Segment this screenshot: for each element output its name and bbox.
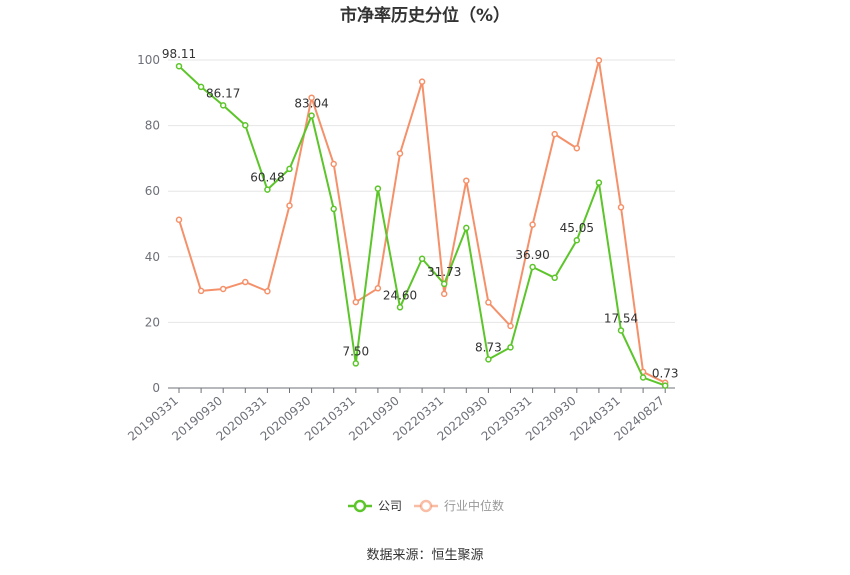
- point-1-20201231: [330, 160, 337, 168]
- point-1-20210930: [396, 150, 404, 157]
- point-1-20200331: [264, 287, 271, 295]
- legend-label-company: 公司: [378, 499, 402, 513]
- point-0-20190331: [175, 62, 183, 70]
- point-1-20190331: [175, 216, 183, 223]
- source-note: 数据来源：恒生聚源: [366, 548, 483, 563]
- point-1-20230930: [573, 144, 581, 152]
- point-1-20220331: [440, 290, 448, 298]
- legend-label-industry: 行业中位数: [444, 498, 504, 513]
- point-0-20221231: [507, 344, 514, 351]
- y-tick-label-80: 80: [145, 119, 160, 133]
- point-1-20230630: [551, 130, 558, 138]
- point-1-20210630: [374, 285, 382, 292]
- data-label-20190331: 98.11: [162, 47, 196, 61]
- point-0-20201231: [330, 205, 337, 213]
- point-0-20200930: [308, 112, 315, 119]
- grid: [168, 59, 675, 389]
- data-label-20240827: 0.73: [652, 367, 679, 381]
- point-0-20210930: [396, 304, 404, 311]
- point-1-20240331: [617, 204, 625, 211]
- point-1-20220930: [485, 299, 492, 306]
- point-0-20200630: [286, 165, 293, 173]
- point-0-20240630: [639, 374, 647, 381]
- data-label-20220331: 31.73: [427, 265, 461, 279]
- point-0-20240331: [617, 327, 625, 334]
- data-label-20200331: 60.48: [250, 171, 284, 185]
- point-1-20190630: [197, 287, 205, 295]
- data-label-20240331: 17.54: [604, 311, 638, 325]
- x-axis: 2019033120190930202003312020093020210331…: [125, 388, 667, 444]
- data-labels: 98.11 86.17 60.48 83.04 7.50 24.60 31.73 8.73 36…: [162, 47, 679, 380]
- legend-marker-company: [353, 499, 367, 513]
- data-label-20220930: 8.73: [475, 340, 502, 354]
- legend-item-company[interactable]: 公司: [348, 499, 402, 513]
- point-0-20231231: [595, 179, 603, 186]
- y-tick-label-100: 100: [137, 53, 160, 67]
- point-1-20231231: [595, 57, 603, 64]
- point-1-20220630: [463, 177, 470, 184]
- data-label-20210930: 24.60: [383, 288, 417, 302]
- point-1-20200930: [308, 94, 315, 101]
- point-0-20220331: [440, 280, 448, 288]
- point-0-20210630: [374, 185, 382, 192]
- point-0-20230930: [573, 236, 581, 244]
- point-0-20211231: [418, 255, 426, 263]
- point-1-20230331: [529, 221, 536, 228]
- data-label-20200930: 83.04: [294, 97, 328, 111]
- point-1-20190930: [219, 285, 227, 293]
- point-0-20220630: [463, 224, 470, 232]
- series-layer: [175, 57, 669, 389]
- legend-marker-industry: [419, 499, 433, 513]
- data-label-20210331: 7.50: [342, 344, 369, 358]
- data-label-20190930: 86.17: [206, 86, 240, 100]
- point-1-20210331: [352, 298, 360, 306]
- point-0-20230630: [551, 274, 558, 282]
- legend: 公司 行业中位数: [348, 498, 504, 513]
- point-1-20200630: [286, 202, 293, 209]
- point-0-20230331: [529, 263, 536, 271]
- point-0-20240827: [661, 382, 669, 389]
- data-label-20230930: 45.05: [560, 221, 594, 235]
- point-1-20211231: [418, 78, 426, 85]
- point-0-20210331: [352, 360, 360, 367]
- chart-title: 市净率历史分位（%）: [340, 5, 510, 26]
- y-axis: 0 20 40 60 80 100: [137, 53, 160, 395]
- point-1-20191231: [242, 278, 249, 286]
- point-0-20190930: [219, 102, 227, 109]
- y-tick-label-20: 20: [145, 315, 160, 329]
- point-0-20220930: [485, 356, 492, 363]
- point-0-20190630: [197, 83, 205, 91]
- data-label-20230331: 36.90: [515, 248, 549, 262]
- y-tick-label-40: 40: [145, 250, 160, 264]
- y-tick-label-0: 0: [152, 381, 160, 395]
- point-0-20200331: [264, 186, 271, 193]
- point-0-20191231: [242, 122, 249, 129]
- y-tick-label-60: 60: [145, 184, 160, 198]
- point-1-20221231: [507, 322, 514, 330]
- legend-item-industry[interactable]: 行业中位数: [414, 498, 504, 513]
